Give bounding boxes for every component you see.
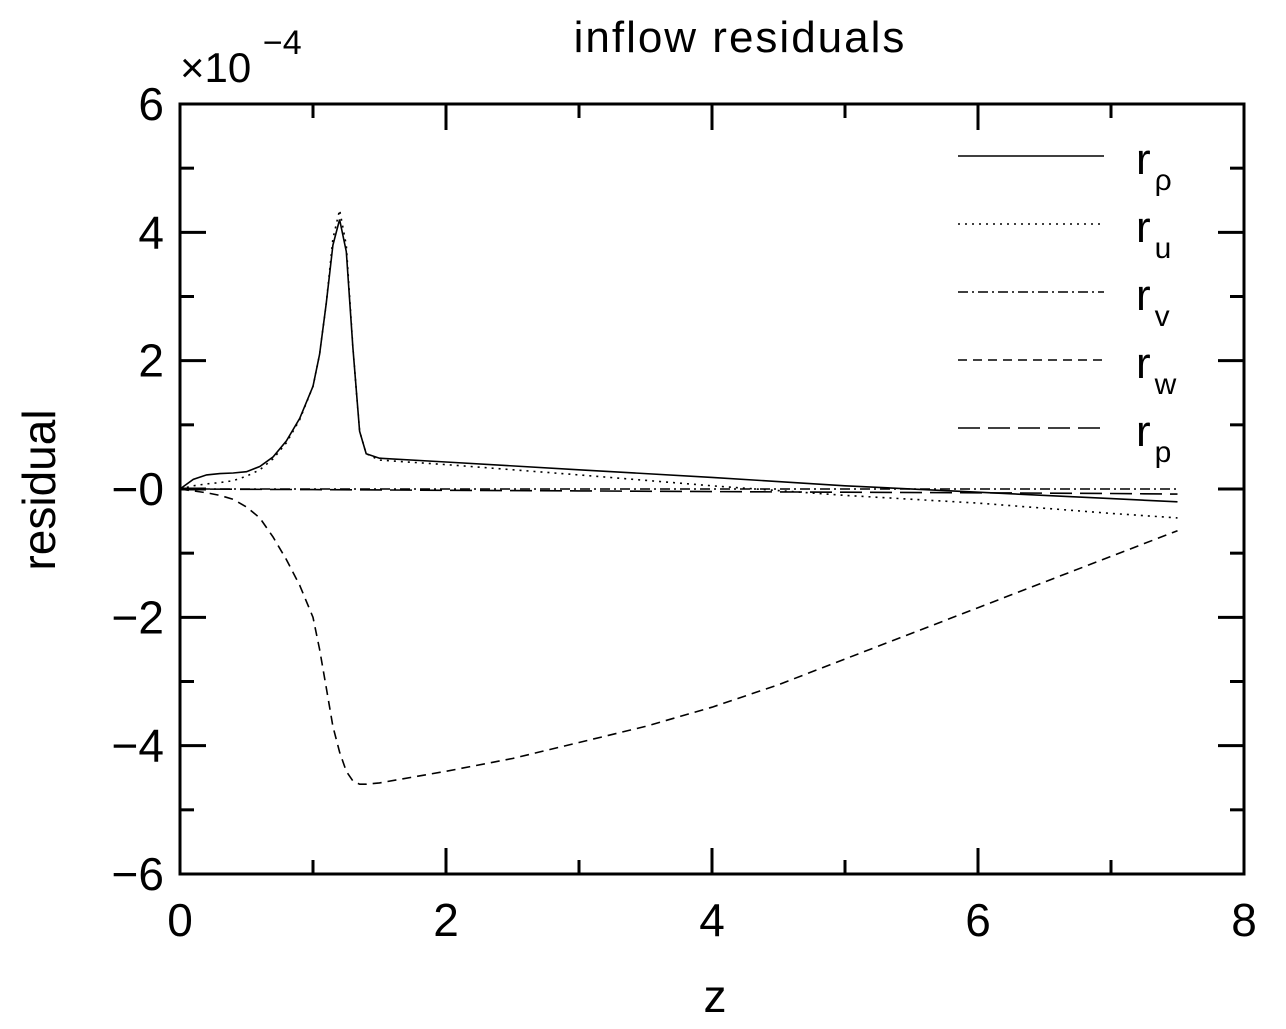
x-tick-label: 2 (433, 894, 459, 946)
y-tick-label: 2 (138, 335, 164, 387)
x-tick-label: 8 (1231, 894, 1257, 946)
y-tick-label: −4 (112, 720, 164, 772)
x-tick-label: 4 (699, 894, 725, 946)
series-line-ρ (179, 219, 1178, 503)
svg-text:×10 −4: ×10 −4 (180, 24, 302, 91)
y-tick-label: −6 (112, 848, 164, 900)
chart-title: inflow residuals (574, 13, 907, 62)
x-axis-label: z (704, 970, 727, 1022)
series-line-u (179, 209, 1178, 519)
series-line-w (179, 488, 1178, 785)
axis-ticks: 0 2 4 6 8 6 4 2 −0 −2 −4 −6 (112, 78, 1257, 946)
y-multiplier: ×10 −4 (180, 24, 302, 91)
x-tick-label: 0 (167, 894, 193, 946)
y-multiplier-exponent: −4 (263, 24, 302, 62)
series-layer (179, 209, 1178, 785)
series-line-p (179, 488, 1178, 495)
y-multiplier-base: ×10 (180, 44, 251, 91)
y-tick-label: −0 (112, 463, 164, 515)
y-axis-label: residual (13, 409, 65, 570)
legend: r ρr ur vr wr p (958, 135, 1177, 469)
x-tick-label: 6 (965, 894, 991, 946)
y-tick-label: −2 (112, 591, 164, 643)
y-tick-label: 4 (138, 206, 164, 258)
y-tick-label: 6 (138, 78, 164, 130)
